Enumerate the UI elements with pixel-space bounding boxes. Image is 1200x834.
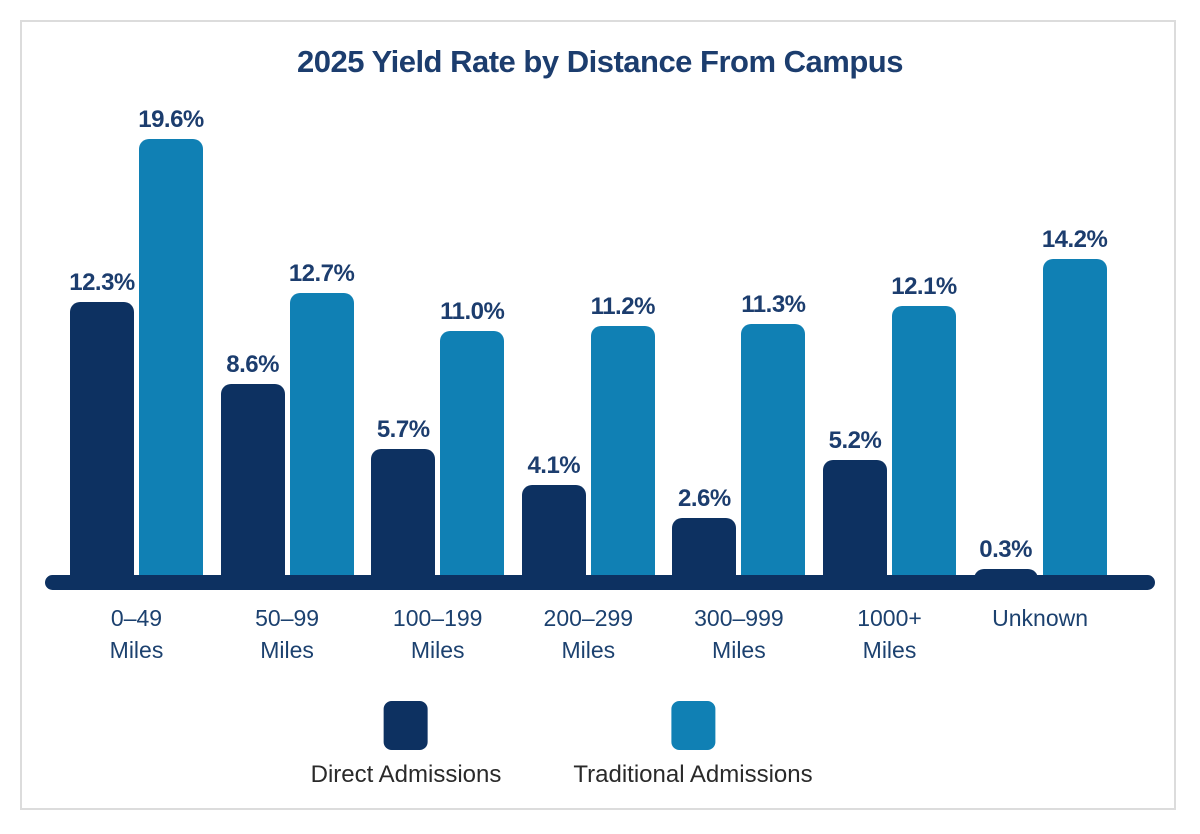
x-axis-label-line: Miles — [712, 637, 766, 663]
chart-title: 2025 Yield Rate by Distance From Campus — [297, 44, 903, 79]
value-label-traditional-admissions-4: 11.3% — [741, 291, 806, 319]
legend-item-direct-admissions: Direct Admissions — [310, 701, 502, 789]
x-axis-label-3: 200–299 Miles — [544, 602, 634, 666]
bar-direct-admissions-0 — [70, 301, 134, 583]
value-label-traditional-admissions-2: 11.0% — [440, 297, 505, 325]
x-axis-label-line: Miles — [410, 637, 465, 663]
x-axis-label-line: Miles — [260, 637, 314, 663]
bar-direct-admissions-1 — [220, 384, 285, 583]
x-axis-label-6: Unknown — [992, 602, 1088, 634]
legend-swatch-traditional-admissions — [671, 701, 715, 750]
value-label-traditional-admissions-1: 12.7% — [288, 259, 355, 287]
x-axis-label-0: 0–49 Miles — [110, 602, 164, 666]
x-axis-line — [45, 575, 1155, 590]
value-label-direct-admissions-2: 5.7% — [376, 415, 430, 443]
value-label-traditional-admissions-6: 14.2% — [1041, 226, 1108, 254]
value-label-traditional-admissions-3: 11.2% — [590, 293, 656, 321]
bar-traditional-admissions-0 — [139, 138, 203, 583]
x-axis-label-line: Unknown — [992, 605, 1089, 631]
value-label-direct-admissions-3: 4.1% — [527, 451, 581, 479]
x-axis-label-line: Miles — [561, 637, 616, 663]
value-label-direct-admissions-0: 12.3% — [69, 268, 135, 296]
legend-label-direct-admissions: Direct Admissions — [310, 761, 502, 788]
value-label-direct-admissions-4: 2.6% — [678, 485, 731, 513]
bar-traditional-admissions-6 — [1042, 259, 1107, 583]
value-label-traditional-admissions-5: 12.1% — [891, 273, 957, 301]
bar-traditional-admissions-3 — [590, 326, 655, 583]
value-label-direct-admissions-6: 0.3% — [979, 536, 1032, 564]
x-axis-label-line: 1000+ — [857, 605, 922, 631]
value-label-direct-admissions-5: 5.2% — [828, 427, 882, 455]
x-axis-label-line: 0–49 — [110, 605, 163, 631]
legend-item-traditional-admissions: Traditional Admissions — [573, 701, 813, 789]
legend-swatch-direct-admissions — [383, 701, 428, 750]
x-axis-label-line: 200–299 — [543, 605, 634, 631]
x-axis-label-4: 300–999 Miles — [694, 602, 784, 666]
bar-direct-admissions-4 — [672, 518, 737, 583]
x-axis-label-line: Miles — [109, 637, 164, 663]
value-label-traditional-admissions-0: 19.6% — [138, 105, 204, 133]
bar-direct-admissions-5 — [823, 460, 887, 583]
bar-traditional-admissions-4 — [741, 324, 806, 583]
bar-direct-admissions-3 — [521, 484, 586, 583]
bar-traditional-admissions-5 — [892, 306, 956, 583]
bar-traditional-admissions-1 — [289, 292, 354, 583]
legend-label-traditional-admissions: Traditional Admissions — [573, 761, 813, 788]
bar-traditional-admissions-2 — [440, 330, 505, 583]
x-axis-label-1: 50–99 Miles — [255, 602, 319, 666]
value-label-direct-admissions-1: 8.6% — [226, 351, 279, 379]
x-axis-label-line: 100–199 — [392, 605, 483, 631]
x-axis-label-5: 1000+ Miles — [857, 602, 922, 666]
x-axis-label-2: 100–199 Miles — [393, 602, 483, 666]
x-axis-label-line: 50–99 — [255, 605, 320, 631]
bar-direct-admissions-2 — [371, 448, 436, 583]
x-axis-label-line: 300–999 — [694, 605, 784, 631]
x-axis-label-line: Miles — [862, 637, 917, 663]
